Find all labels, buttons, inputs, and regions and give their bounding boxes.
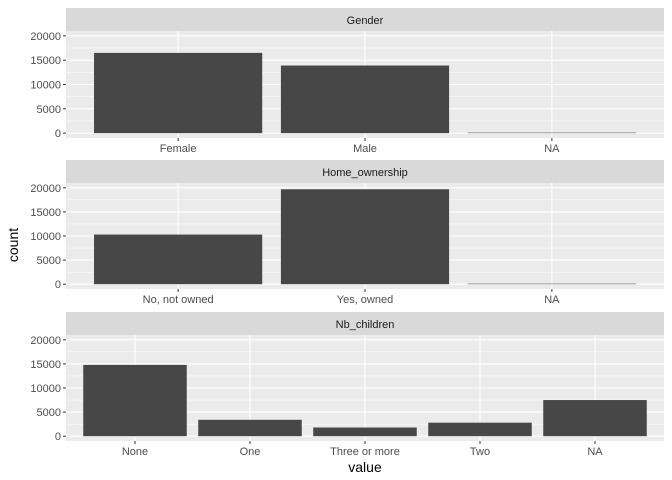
facet-strip [66, 312, 664, 335]
y-tick-label: 0 [55, 279, 61, 291]
y-tick-label: 0 [55, 128, 61, 140]
bar-three-or-more [313, 427, 417, 437]
bar-female [94, 52, 263, 134]
y-tick-label: 0 [55, 431, 61, 443]
y-tick-label: 15000 [30, 359, 61, 371]
facet-strip [66, 8, 664, 31]
facet-title: Gender [347, 15, 384, 27]
y-tick-label: 5000 [37, 255, 61, 267]
y-tick-label: 10000 [30, 383, 61, 395]
bar-yes-owned [280, 189, 450, 285]
facet-title: Home_ownership [322, 167, 408, 179]
bar-two [428, 422, 532, 437]
facet-2: Nb_children 0 5000 10000 15000 20000 None One Th… [30, 312, 664, 458]
x-tick-label: Two [470, 446, 490, 458]
y-tick-label: 20000 [30, 31, 61, 43]
y-tick-label: 5000 [37, 407, 61, 419]
bar-none [83, 364, 187, 437]
facet-0: Gender 0 5000 10000 15000 20000 Female Male NA [30, 8, 664, 155]
x-tick-label: Three or more [330, 446, 400, 458]
y-tick-label: 20000 [30, 183, 61, 195]
x-tick-label: Male [353, 143, 377, 155]
bar-one [198, 419, 302, 437]
x-tick-label: Female [160, 143, 197, 155]
facet-strip [66, 160, 664, 183]
y-tick-label: 15000 [30, 55, 61, 67]
x-tick-label: NA [544, 294, 560, 306]
x-axis-title: value [348, 459, 382, 475]
y-tick-label: 5000 [37, 104, 61, 116]
y-axis-title: count [5, 228, 21, 262]
facet-1: Home_ownership 0 5000 10000 15000 20000 No, no… [30, 160, 664, 306]
x-tick-label: Yes, owned [337, 294, 393, 306]
bar-male [280, 65, 450, 134]
y-tick-label: 10000 [30, 80, 61, 92]
y-tick-label: 15000 [30, 207, 61, 219]
x-tick-label: NA [587, 446, 603, 458]
x-tick-label: No, not owned [143, 294, 214, 306]
y-tick-label: 10000 [30, 231, 61, 243]
x-tick-label: NA [544, 143, 560, 155]
bar-no-not-owned [94, 234, 263, 285]
x-tick-label: One [240, 446, 261, 458]
facet-title: Nb_children [336, 319, 395, 331]
y-tick-label: 20000 [30, 335, 61, 347]
bar-na [543, 400, 647, 437]
x-tick-label: None [122, 446, 148, 458]
